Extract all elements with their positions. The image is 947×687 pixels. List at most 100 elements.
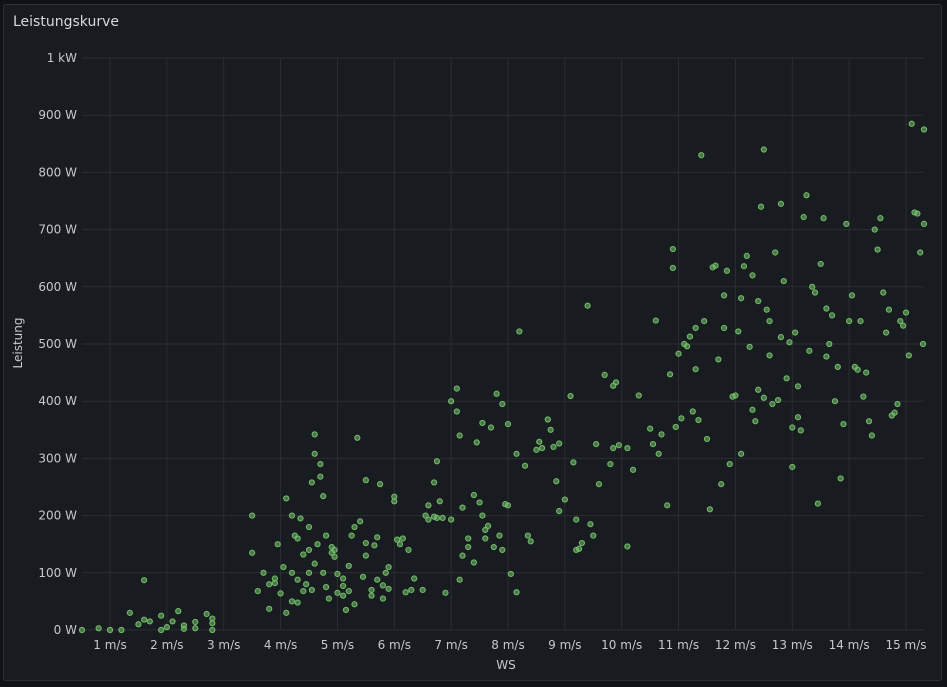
data-point <box>826 340 833 348</box>
data-point <box>874 246 881 253</box>
data-point <box>448 398 455 405</box>
data-point <box>675 350 682 357</box>
y-tick-label: 400 W <box>38 394 77 408</box>
data-point <box>780 277 787 285</box>
x-tick-label: 12 m/s <box>715 638 756 652</box>
x-tick-label: 15 m/s <box>885 638 926 652</box>
data-point <box>908 120 915 127</box>
data-point <box>402 589 409 596</box>
data-point <box>374 534 381 541</box>
data-point <box>766 318 773 325</box>
data-point <box>854 366 861 373</box>
data-point <box>684 343 691 350</box>
data-point <box>391 498 398 505</box>
data-point <box>294 599 301 606</box>
data-point <box>331 546 338 554</box>
data-point <box>672 423 679 431</box>
data-point <box>516 328 523 335</box>
data-point <box>456 576 463 583</box>
x-tick-label: 9 m/s <box>548 638 581 652</box>
data-point <box>902 309 910 316</box>
data-point <box>340 582 347 590</box>
x-tick-label: 7 m/s <box>434 638 467 652</box>
data-points <box>78 120 928 634</box>
data-point <box>433 458 441 465</box>
data-point <box>209 626 216 634</box>
data-point <box>914 210 921 217</box>
data-point <box>106 626 114 634</box>
data-point <box>305 523 313 531</box>
data-point <box>374 576 381 583</box>
data-point <box>504 502 512 509</box>
data-point <box>578 539 586 547</box>
data-point <box>479 512 486 519</box>
data-point <box>362 477 369 484</box>
data-point <box>490 543 497 551</box>
data-point <box>78 626 86 634</box>
data-point <box>817 260 824 268</box>
data-point <box>280 563 287 571</box>
x-tick-label: 14 m/s <box>829 638 870 652</box>
data-point <box>340 575 347 582</box>
data-point <box>504 420 512 428</box>
data-point <box>738 295 745 302</box>
data-point <box>499 400 506 408</box>
data-point <box>288 598 296 605</box>
data-point <box>584 302 591 309</box>
data-point <box>792 329 799 336</box>
data-point <box>425 502 432 509</box>
data-point <box>453 408 460 415</box>
data-point <box>726 461 733 468</box>
data-point <box>331 553 338 560</box>
data-point <box>320 569 327 576</box>
data-point <box>732 392 739 399</box>
y-tick-label: 0 W <box>54 623 77 637</box>
data-point <box>320 493 327 500</box>
data-point <box>883 329 890 336</box>
data-point <box>533 446 540 453</box>
data-point <box>311 450 318 457</box>
data-point <box>396 541 404 548</box>
data-point <box>615 442 622 449</box>
data-point <box>871 226 878 233</box>
data-point <box>706 506 713 513</box>
data-point <box>311 560 318 567</box>
y-axis: 0 W 100 W 200 W 300 W 400 W 500 W 600 W 700 W 80… <box>38 51 77 637</box>
data-point <box>95 625 102 632</box>
data-point <box>629 466 637 473</box>
data-point <box>433 514 441 521</box>
data-point <box>266 605 273 612</box>
data-point <box>317 461 324 468</box>
data-point <box>666 371 674 378</box>
data-point <box>496 532 503 539</box>
x-tick-label: 11 m/s <box>658 638 699 652</box>
data-point <box>192 618 199 626</box>
data-point <box>865 418 873 425</box>
data-point <box>260 569 267 576</box>
data-point <box>692 366 699 373</box>
data-point <box>686 333 694 340</box>
x-tick-label: 1 m/s <box>93 638 126 652</box>
data-point <box>536 438 543 445</box>
data-point <box>755 298 762 305</box>
data-point <box>749 406 756 413</box>
data-point <box>649 441 657 448</box>
data-point <box>493 390 500 397</box>
data-point <box>314 541 321 548</box>
data-point <box>652 317 659 324</box>
data-point <box>828 312 836 319</box>
data-point <box>448 516 455 523</box>
data-point <box>763 306 770 313</box>
data-point <box>544 416 551 423</box>
data-point <box>769 400 776 408</box>
data-point <box>476 499 483 506</box>
data-point <box>894 400 901 408</box>
data-point <box>800 213 807 221</box>
y-tick-label: 100 W <box>38 566 77 580</box>
data-point <box>465 535 472 542</box>
data-point <box>192 625 199 632</box>
y-tick-label: 300 W <box>38 451 77 465</box>
data-point <box>777 200 785 207</box>
data-point <box>823 353 830 360</box>
